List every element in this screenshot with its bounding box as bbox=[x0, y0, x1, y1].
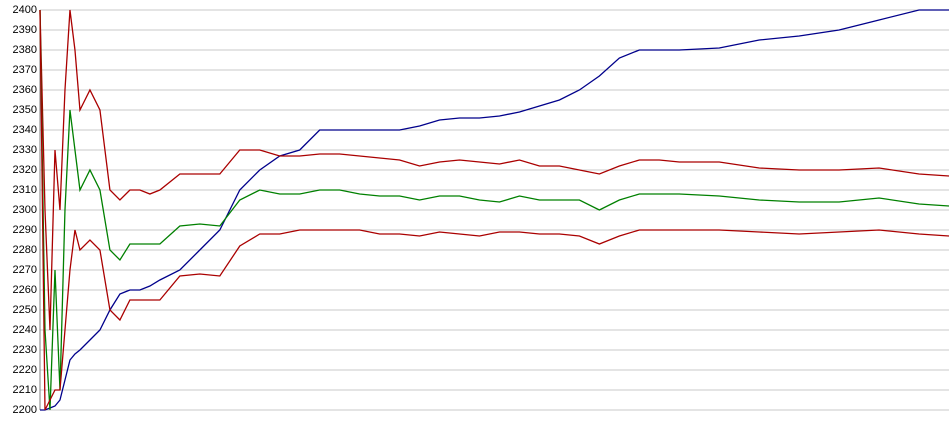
y-tick-label: 2270 bbox=[13, 264, 37, 276]
series-line bbox=[39, 9, 950, 411]
y-tick-label: 2280 bbox=[13, 244, 37, 256]
y-tick-label: 2330 bbox=[13, 144, 37, 156]
y-tick-label: 2220 bbox=[13, 364, 37, 376]
series-line bbox=[40, 9, 949, 411]
y-tick-label: 2260 bbox=[13, 284, 37, 296]
y-tick-label: 2340 bbox=[13, 124, 37, 136]
series-line bbox=[39, 9, 950, 331]
y-tick-label: 2320 bbox=[13, 164, 37, 176]
y-tick-label: 2350 bbox=[13, 104, 37, 116]
y-tick-label: 2380 bbox=[13, 44, 37, 56]
y-tick-label: 2290 bbox=[13, 224, 37, 236]
y-tick-label: 2370 bbox=[13, 64, 37, 76]
y-tick-label: 2250 bbox=[13, 304, 37, 316]
y-tick-label: 2210 bbox=[13, 384, 37, 396]
y-tick-label: 2310 bbox=[13, 184, 37, 196]
y-tick-label: 2300 bbox=[13, 204, 37, 216]
y-tick-label: 2390 bbox=[13, 24, 37, 36]
y-tick-label: 2240 bbox=[13, 324, 37, 336]
series-line bbox=[39, 9, 950, 411]
y-tick-label: 2360 bbox=[13, 84, 37, 96]
y-tick-label: 2400 bbox=[13, 4, 37, 16]
y-tick-label: 2200 bbox=[13, 404, 37, 416]
y-tick-label: 2230 bbox=[13, 344, 37, 356]
